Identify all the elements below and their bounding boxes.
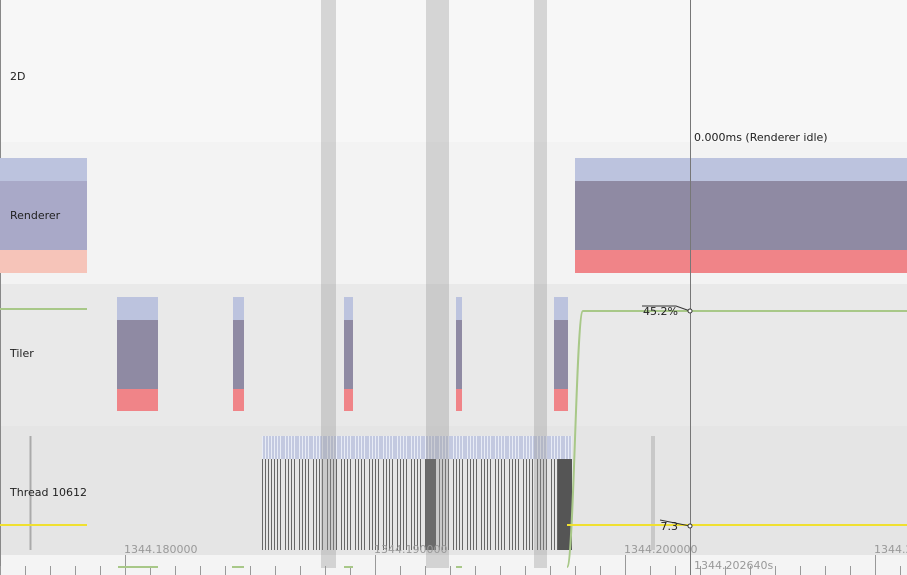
axis-label: 1344.200000 [624, 543, 697, 556]
axis-label: 1344.180000 [124, 543, 197, 556]
axis-label: 1344.2 [874, 543, 907, 556]
axis-label: 1344.190000 [374, 543, 447, 556]
row-bg [0, 0, 907, 142]
block [456, 320, 462, 389]
block [575, 158, 907, 181]
cursor-point [687, 523, 693, 529]
block [344, 297, 353, 320]
track-label: 2D [10, 70, 25, 83]
block [575, 181, 907, 250]
block [554, 297, 568, 320]
selection-band [534, 0, 547, 568]
blocks [0, 158, 907, 411]
block [117, 320, 158, 389]
block [575, 250, 907, 273]
cursor-value: 45.2% [643, 305, 678, 318]
block [233, 389, 244, 411]
track-label: Thread 10612 [9, 486, 87, 499]
block [0, 158, 87, 181]
cursor-value: 7.3 [661, 520, 679, 533]
block [344, 320, 353, 389]
block [233, 320, 244, 389]
block [233, 297, 244, 320]
callout [659, 519, 691, 527]
cursor-label: 0.000ms (Renderer idle) [694, 131, 828, 144]
axis-ticks [0, 555, 901, 575]
selection-band [426, 0, 449, 568]
block [456, 297, 462, 320]
block [456, 389, 462, 411]
callout [642, 305, 691, 312]
track-label: Renderer [10, 209, 61, 222]
tiler-line [566, 310, 907, 568]
axis-bg [0, 555, 907, 575]
event [426, 459, 436, 550]
cursor-point [687, 308, 693, 314]
track-label: Tiler [9, 347, 34, 360]
block [0, 250, 87, 273]
selection-band [321, 0, 336, 568]
block [117, 297, 158, 320]
thread-events [29, 436, 655, 550]
block [554, 389, 568, 411]
block [117, 389, 158, 411]
block [554, 320, 568, 389]
block [344, 389, 353, 411]
cursor-time: 1344.202640s [694, 559, 773, 572]
block [0, 181, 87, 250]
event [558, 459, 572, 550]
